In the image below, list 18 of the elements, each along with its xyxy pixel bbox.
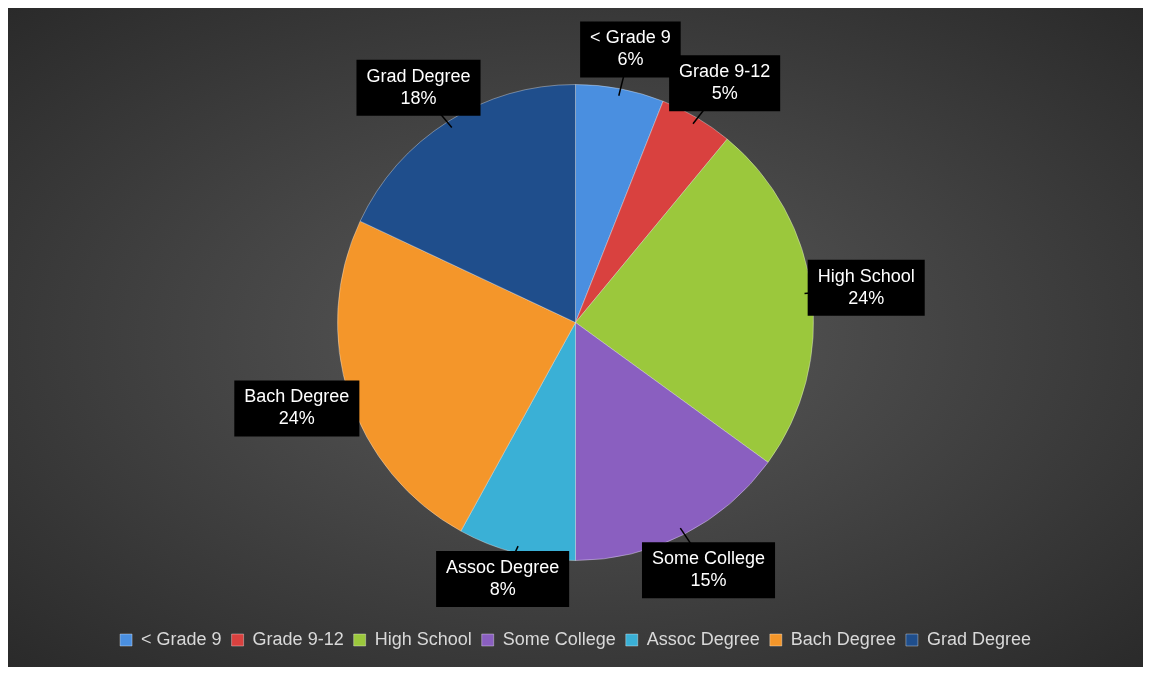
legend-label: Grade 9-12	[252, 628, 344, 649]
legend-label: Bach Degree	[790, 628, 896, 649]
data-label: 24%	[278, 408, 315, 429]
legend-label: Some College	[502, 628, 616, 649]
slice-label: Grad Degree	[366, 65, 471, 86]
legend-label: < Grade 9	[141, 628, 222, 649]
data-label: 8%	[489, 578, 516, 599]
legend-label: Assoc Degree	[646, 628, 760, 649]
legend-label: Grad Degree	[926, 628, 1031, 649]
legend-label: High School	[374, 628, 472, 649]
data-label: 15%	[690, 570, 727, 591]
slice-label: Some College	[651, 548, 766, 569]
data-label: 24%	[848, 287, 885, 308]
slice-label: Bach Degree	[244, 386, 350, 407]
slice-label: < Grade 9	[590, 27, 671, 48]
slice-label: High School	[817, 265, 915, 286]
slice-label: Grade 9-12	[679, 61, 771, 82]
data-label: 6%	[617, 49, 644, 70]
